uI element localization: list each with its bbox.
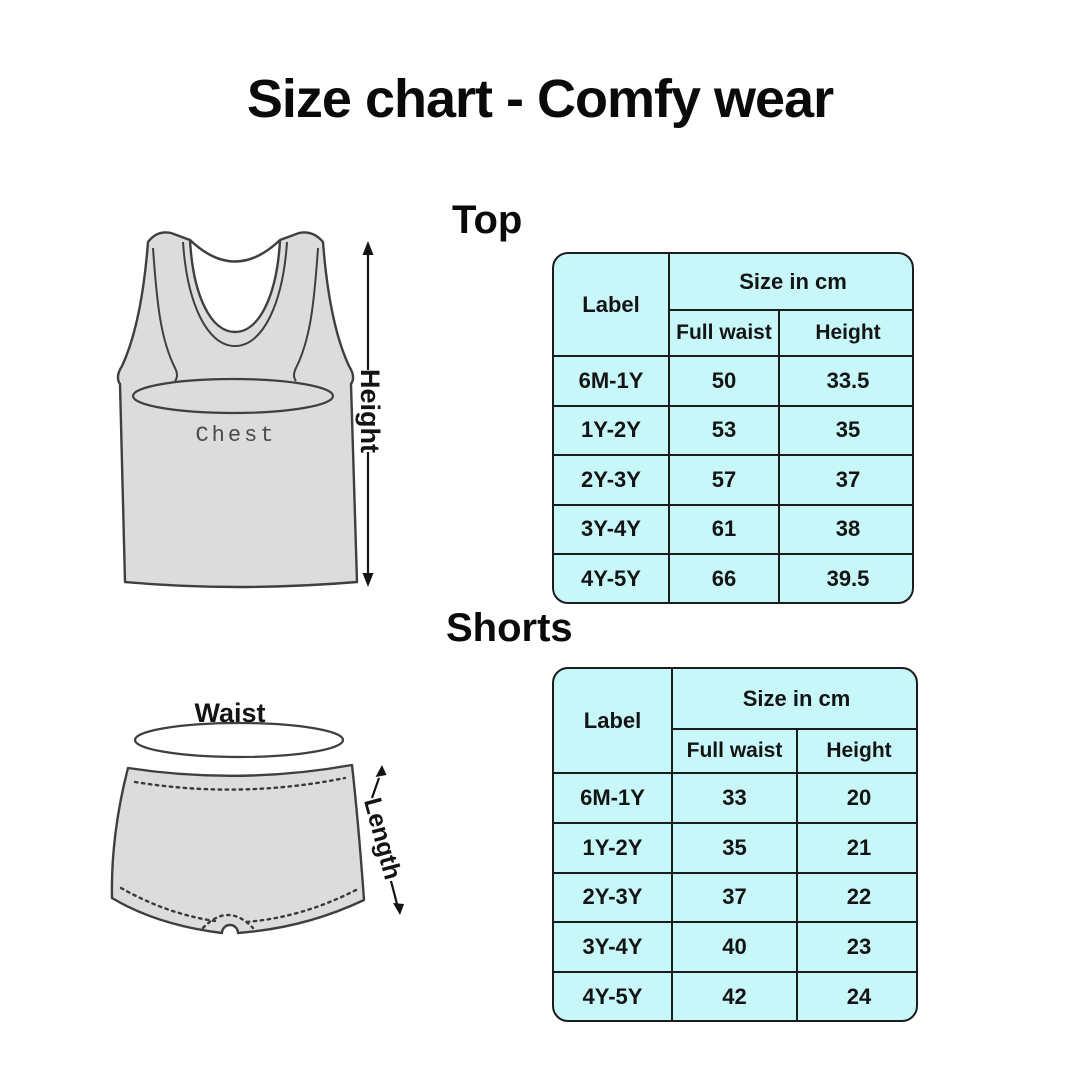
shorts-body bbox=[110, 763, 366, 935]
size-label-cell: 2Y-3Y bbox=[554, 872, 673, 924]
size-label-cell: 3Y-4Y bbox=[554, 504, 670, 556]
height-arrowhead-down bbox=[362, 573, 374, 587]
table-row: 3Y-4Y 61 38 bbox=[554, 504, 912, 556]
table-row: 2Y-3Y 37 22 bbox=[554, 872, 916, 924]
height-arrowhead-up bbox=[362, 241, 374, 255]
full-waist-cell: 50 bbox=[669, 356, 780, 407]
height-cell: 22 bbox=[797, 872, 916, 924]
table-row: 3Y-4Y 40 23 bbox=[554, 922, 916, 973]
height-cell: 38 bbox=[779, 504, 912, 556]
shorts-table-col-height: Height bbox=[797, 729, 916, 774]
table-row: 1Y-2Y 35 21 bbox=[554, 822, 916, 874]
size-label-cell: 1Y-2Y bbox=[554, 405, 670, 457]
top-section-heading: Top bbox=[452, 198, 523, 242]
size-label-cell: 6M-1Y bbox=[554, 773, 673, 824]
full-waist-cell: 42 bbox=[672, 972, 798, 1020]
page-title: Size chart - Comfy wear bbox=[246, 69, 834, 129]
height-arrow-label: Height bbox=[355, 369, 385, 453]
tank-top-body bbox=[116, 231, 359, 589]
full-waist-cell: 33 bbox=[672, 773, 798, 824]
tank-top-illustration: Chest Height bbox=[116, 231, 385, 589]
length-arrow bbox=[370, 777, 399, 905]
full-waist-cell: 53 bbox=[669, 405, 780, 457]
full-waist-cell: 57 bbox=[669, 455, 780, 506]
height-cell: 24 bbox=[846, 983, 872, 1009]
full-waist-cell: 37 bbox=[672, 872, 798, 924]
shorts-table-col-full-waist: Full waist bbox=[672, 729, 798, 774]
top-table-group-header: Size in cm bbox=[669, 254, 912, 311]
size-label-cell: 6M-1Y bbox=[554, 356, 670, 407]
table-row: 4Y-5Y 42 24 bbox=[554, 972, 916, 1020]
height-cell: 37 bbox=[779, 455, 912, 506]
height-cell: 35 bbox=[779, 405, 912, 457]
full-waist-cell: 35 bbox=[672, 822, 798, 874]
length-arrowhead-down bbox=[393, 903, 404, 915]
shorts-table-corner-header: Label bbox=[554, 669, 673, 774]
height-cell: 33.5 bbox=[779, 356, 912, 407]
table-row: 4Y-5Y 66 39.5 bbox=[554, 554, 912, 602]
right-armhole-line bbox=[293, 247, 319, 382]
neckline-trim-line bbox=[182, 241, 288, 348]
height-cell: 21 bbox=[797, 822, 916, 874]
size-label-cell: 4Y-5Y bbox=[554, 554, 670, 602]
size-label-cell: 4Y-5Y bbox=[554, 972, 673, 1020]
full-waist-cell: 66 bbox=[669, 554, 780, 602]
height-cell: 39.5 bbox=[826, 565, 870, 591]
table-row: 6M-1Y 33 20 bbox=[554, 773, 916, 824]
waist-measure-ellipse bbox=[133, 721, 345, 759]
table-row: 1Y-2Y 53 35 bbox=[554, 405, 912, 457]
shorts-illustration: Waist Length bbox=[110, 698, 407, 935]
length-arrowhead-up bbox=[375, 765, 387, 777]
top-table-col-height: Height bbox=[779, 310, 912, 357]
chest-measure-ellipse bbox=[131, 377, 335, 415]
length-arrow-label: Length bbox=[358, 795, 407, 883]
height-cell: 23 bbox=[797, 922, 916, 973]
full-waist-cell: 40 bbox=[672, 922, 798, 973]
top-table-col-full-waist: Full waist bbox=[669, 310, 780, 357]
shorts-section-heading: Shorts bbox=[446, 606, 573, 650]
shorts-table-group-header: Size in cm bbox=[672, 669, 916, 730]
stitch-lines bbox=[119, 776, 358, 930]
table-row: 2Y-3Y 57 37 bbox=[554, 455, 912, 506]
table-row: 6M-1Y 50 33.5 bbox=[554, 356, 912, 407]
size-label-cell: 2Y-3Y bbox=[554, 455, 670, 506]
height-cell: 20 bbox=[797, 773, 916, 824]
top-size-table: Label Size in cm Full waist Height 6M-1Y… bbox=[552, 252, 914, 604]
size-label-cell: 3Y-4Y bbox=[554, 922, 673, 973]
chest-label: Chest bbox=[195, 423, 276, 448]
shorts-size-table: Label Size in cm Full waist Height 6M-1Y… bbox=[552, 667, 918, 1022]
size-label-cell: 1Y-2Y bbox=[554, 822, 673, 874]
full-waist-cell: 61 bbox=[669, 504, 780, 556]
left-armhole-line bbox=[152, 247, 178, 382]
top-table-corner-header: Label bbox=[554, 254, 670, 357]
